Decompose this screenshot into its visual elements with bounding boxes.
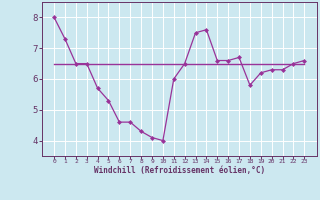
X-axis label: Windchill (Refroidissement éolien,°C): Windchill (Refroidissement éolien,°C) [94,166,265,175]
